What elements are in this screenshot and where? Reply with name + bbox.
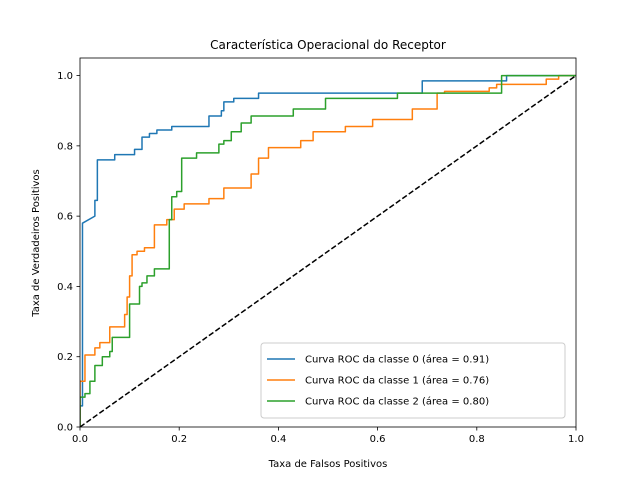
y-tick-label: 0.6 [57, 212, 73, 223]
roc-curve-class-0 [80, 74, 576, 427]
roc-curve-class-2 [80, 74, 576, 427]
plot-area: 0.0 0.2 0.4 0.6 0.8 1.0 0.0 0.2 0.4 0.6 0.8 1.0 [57, 57, 584, 445]
legend-label-class-1: Curva ROC da classe 1 (área = 0.76) [305, 375, 489, 387]
legend-label-class-0: Curva ROC da classe 0 (área = 0.91) [305, 354, 489, 366]
x-tick-label: 0.8 [469, 434, 485, 445]
x-tick-label: 1.0 [568, 434, 584, 445]
legend-box [260, 342, 566, 419]
x-tick-label: 0.0 [72, 434, 88, 445]
chance-diagonal-line [80, 74, 576, 427]
y-tick-label: 0.4 [57, 282, 73, 293]
legend: Curva ROC da classe 0 (área = 0.91) Curva… [260, 342, 566, 419]
y-tick-label: 1.0 [57, 71, 73, 82]
legend-label-class-2: Curva ROC da classe 2 (área = 0.80) [305, 396, 489, 408]
x-tick-label: 0.2 [171, 434, 187, 445]
y-tick-label: 0.8 [57, 141, 73, 152]
y-tick-label: 0.0 [57, 423, 73, 434]
x-axis-label: Taxa de Falsos Positivos [268, 459, 388, 470]
series-group [80, 74, 576, 427]
y-tick-label: 0.2 [57, 352, 73, 363]
chart-title: Característica Operacional do Receptor [210, 38, 446, 52]
x-tick-label: 0.6 [370, 434, 386, 445]
x-tick-label: 0.4 [270, 434, 286, 445]
axes-frame [79, 57, 577, 428]
y-axis-label: Taxa de Verdadeiros Positivos [31, 169, 42, 318]
